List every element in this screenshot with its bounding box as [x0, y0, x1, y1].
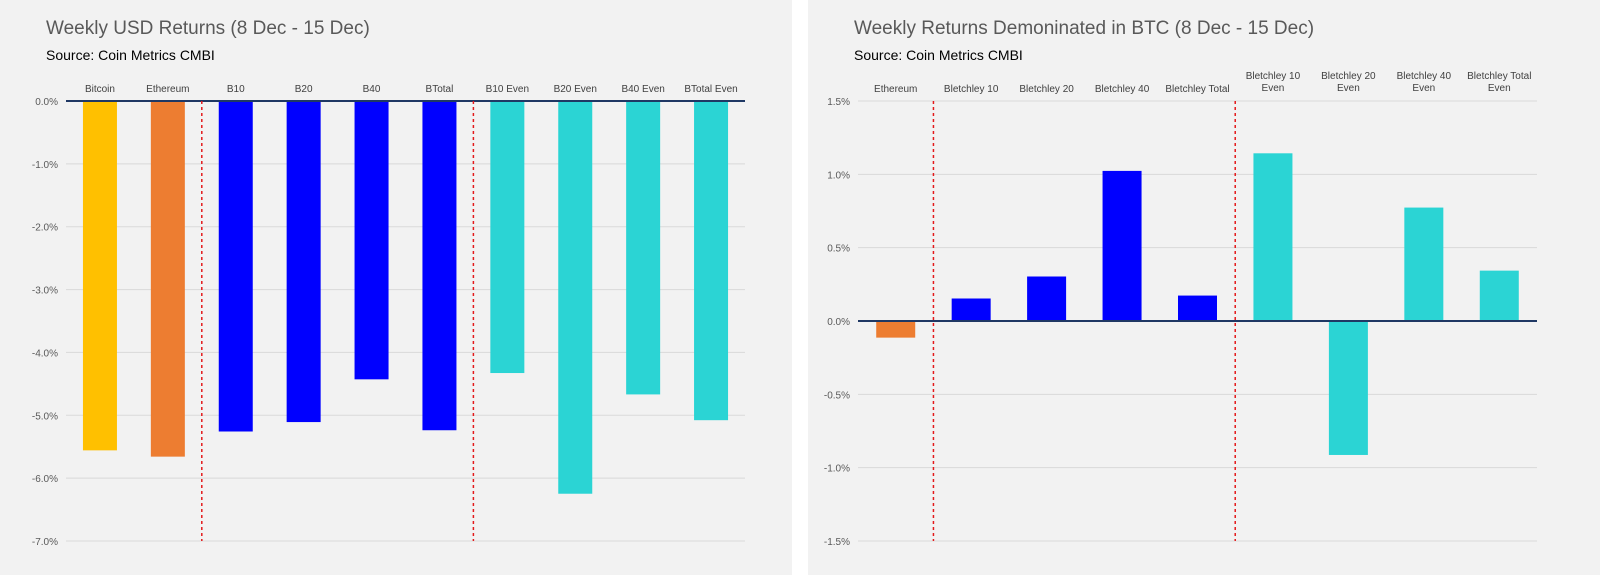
y-tick-label: -1.0% — [824, 464, 850, 475]
chart-source: Source: Coin Metrics CMBI — [46, 47, 215, 63]
category-label: Bletchley 20 — [1019, 84, 1074, 95]
bar — [1253, 153, 1293, 322]
y-tick-label: -1.5% — [824, 537, 850, 548]
category-label: BTotal Even — [684, 84, 737, 95]
y-tick-label: -5.0% — [32, 411, 58, 422]
bar — [626, 100, 661, 395]
category-label: B10 — [227, 84, 245, 95]
y-tick-label: 1.5% — [827, 97, 850, 108]
category-label: Even — [1262, 83, 1285, 94]
usd-returns-bar-chart: 0.0% -1.0% -2.0% -3.0% -4.0% -5.0% -6.0% -7.0% B… — [32, 84, 745, 548]
category-label: B20 Even — [554, 84, 597, 95]
category-label: Even — [1412, 83, 1435, 94]
category-label: Bletchley 10 — [944, 84, 999, 95]
bar — [218, 100, 253, 432]
category-label: Bletchley 40 — [1397, 71, 1452, 82]
chart-title: Weekly Returns Demoninated in BTC (8 Dec… — [854, 18, 1315, 39]
category-label: Ethereum — [874, 84, 917, 95]
bar — [951, 298, 991, 322]
chart-source: Source: Coin Metrics CMBI — [854, 47, 1023, 63]
y-tick-label: -3.0% — [32, 286, 58, 297]
category-label: B20 — [295, 84, 313, 95]
bar — [422, 100, 457, 431]
y-tick-label: -1.0% — [32, 160, 58, 171]
bar — [490, 100, 525, 374]
category-label: B40 — [363, 84, 381, 95]
bar — [694, 100, 729, 421]
bar — [1404, 207, 1444, 322]
category-label: Bletchley 10 — [1246, 71, 1301, 82]
category-label: BTotal — [426, 84, 454, 95]
bar — [1328, 320, 1368, 455]
category-label: Bitcoin — [85, 84, 115, 95]
y-tick-label: -4.0% — [32, 348, 58, 359]
category-label: B10 Even — [486, 84, 529, 95]
y-tick-label: -0.5% — [824, 390, 850, 401]
bar — [82, 100, 117, 451]
y-tick-label: -7.0% — [32, 537, 58, 548]
category-label: Even — [1337, 83, 1360, 94]
bar — [286, 100, 321, 423]
bar — [876, 320, 916, 338]
btc-returns-chart-panel: Weekly Returns Demoninated in BTC (8 Dec… — [808, 0, 1600, 575]
bar — [150, 100, 185, 457]
category-label: Ethereum — [146, 84, 189, 95]
category-label: Even — [1488, 83, 1511, 94]
category-label: Bletchley 40 — [1095, 84, 1150, 95]
bar — [1027, 276, 1067, 322]
y-tick-label: 1.0% — [827, 170, 850, 181]
bar — [1178, 295, 1217, 322]
y-tick-label: -6.0% — [32, 474, 58, 485]
bar — [1102, 170, 1142, 322]
bar — [354, 100, 389, 380]
y-tick-label: 0.5% — [827, 244, 850, 255]
bar — [1479, 270, 1519, 322]
category-label: Bletchley Total — [1165, 84, 1229, 95]
btc-returns-bar-chart: 1.5% 1.0% 0.5% 0.0% -0.5% -1.0% -1.5% Ethereum B… — [824, 71, 1537, 548]
category-label: Bletchley Total — [1467, 71, 1531, 82]
category-label: B40 Even — [621, 84, 664, 95]
usd-returns-chart-panel: Weekly USD Returns (8 Dec - 15 Dec) Sour… — [0, 0, 792, 575]
y-tick-label: 0.0% — [35, 97, 58, 108]
y-tick-label: 0.0% — [827, 317, 850, 328]
chart-title: Weekly USD Returns (8 Dec - 15 Dec) — [46, 18, 370, 39]
y-tick-label: -2.0% — [32, 223, 58, 234]
category-label: Bletchley 20 — [1321, 71, 1376, 82]
bar — [558, 100, 593, 494]
